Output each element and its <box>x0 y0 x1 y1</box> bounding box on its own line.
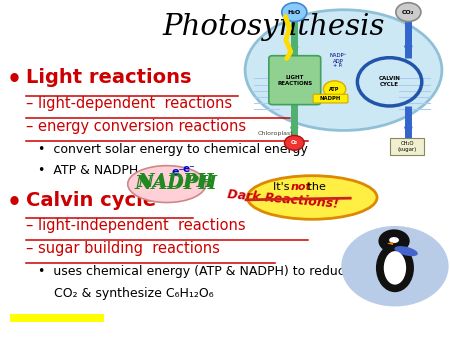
Text: CH₂O
(sugar): CH₂O (sugar) <box>398 141 417 152</box>
Ellipse shape <box>384 251 406 285</box>
Text: Calvin cycle: Calvin cycle <box>26 191 156 210</box>
Text: •  convert solar energy to chemical energy: • convert solar energy to chemical energ… <box>38 143 308 156</box>
Text: It's: It's <box>273 182 293 192</box>
Text: not: not <box>291 182 311 192</box>
Text: CO₂: CO₂ <box>402 9 414 15</box>
FancyBboxPatch shape <box>10 314 104 322</box>
FancyBboxPatch shape <box>313 94 348 103</box>
Text: H₂O: H₂O <box>288 9 301 15</box>
FancyBboxPatch shape <box>391 139 424 154</box>
Text: LIGHT
REACTIONS: LIGHT REACTIONS <box>277 75 312 86</box>
Ellipse shape <box>245 10 442 130</box>
Text: – light-dependent  reactions: – light-dependent reactions <box>26 96 232 111</box>
Text: •: • <box>7 191 22 215</box>
Text: e⁻: e⁻ <box>171 167 185 177</box>
Circle shape <box>378 230 410 253</box>
Text: + Pᵢ: + Pᵢ <box>333 63 343 68</box>
Text: •  ATP & NADPH: • ATP & NADPH <box>38 164 138 177</box>
Circle shape <box>284 136 304 150</box>
Text: •: • <box>7 68 22 92</box>
FancyBboxPatch shape <box>269 56 321 105</box>
Ellipse shape <box>376 244 414 292</box>
Wedge shape <box>387 242 393 245</box>
Ellipse shape <box>389 237 399 243</box>
Text: NADPH: NADPH <box>138 173 214 191</box>
Ellipse shape <box>248 176 377 219</box>
Ellipse shape <box>394 246 418 256</box>
Text: NADPH: NADPH <box>320 96 341 101</box>
Text: ADP: ADP <box>333 59 343 64</box>
Circle shape <box>396 3 421 22</box>
Circle shape <box>341 226 449 307</box>
Text: e⁻: e⁻ <box>183 164 196 174</box>
Text: – sugar building  reactions: – sugar building reactions <box>26 241 220 256</box>
Circle shape <box>324 81 346 98</box>
Text: O₂: O₂ <box>291 140 298 145</box>
Text: – light-independent  reactions: – light-independent reactions <box>26 218 246 233</box>
Text: Chloroplast: Chloroplast <box>257 131 293 137</box>
Text: •  uses chemical energy (ATP & NADPH) to reduce: • uses chemical energy (ATP & NADPH) to … <box>38 265 352 277</box>
Circle shape <box>282 3 307 22</box>
Text: Photosynthesis: Photosynthesis <box>162 13 385 41</box>
Text: NADP⁺: NADP⁺ <box>329 52 347 57</box>
Text: CALVIN
CYCLE: CALVIN CYCLE <box>378 76 400 87</box>
Text: the: the <box>304 182 326 192</box>
Text: Dark Reactions!: Dark Reactions! <box>227 189 339 211</box>
Text: NADPH: NADPH <box>135 175 217 193</box>
Text: Light reactions: Light reactions <box>26 68 192 88</box>
Text: CO₂ & synthesize C₆H₁₂O₆: CO₂ & synthesize C₆H₁₂O₆ <box>38 287 214 300</box>
Text: – energy conversion reactions: – energy conversion reactions <box>26 119 246 135</box>
Text: ATP: ATP <box>329 87 340 92</box>
Ellipse shape <box>128 166 206 202</box>
